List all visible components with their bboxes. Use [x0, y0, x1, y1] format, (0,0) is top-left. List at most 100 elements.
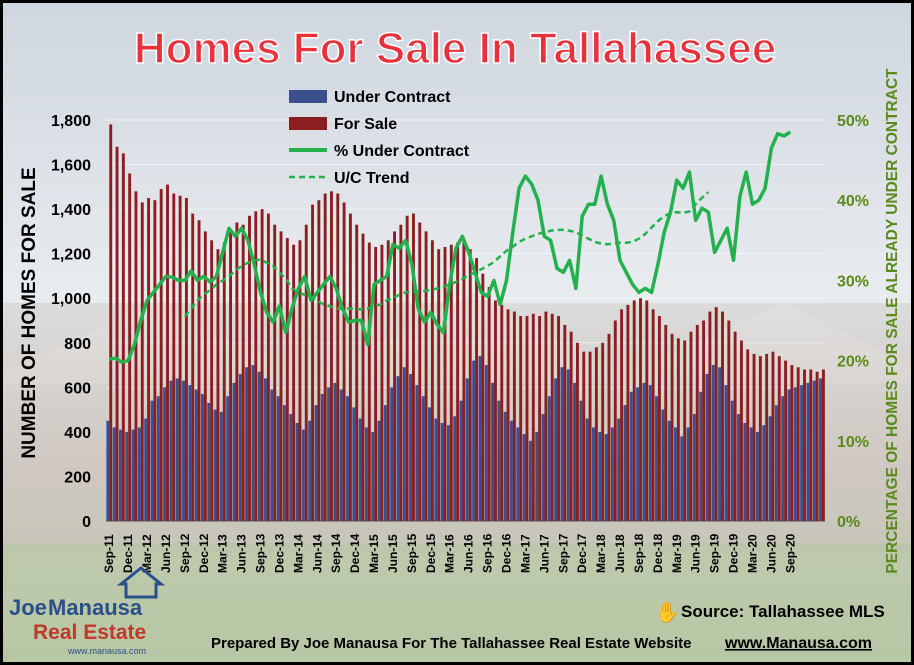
bar-under-contract: [573, 382, 576, 521]
bar-for-sale: [153, 200, 157, 521]
ground: [3, 543, 911, 662]
bar-under-contract: [150, 400, 154, 521]
bar-under-contract: [282, 405, 286, 521]
bar-under-contract: [428, 407, 431, 521]
bar-for-sale: [203, 231, 207, 521]
bar-under-contract: [516, 427, 520, 521]
logo-joe: Joe: [9, 595, 47, 620]
hand-pointer-icon: ✋: [655, 600, 680, 624]
bar-under-contract: [743, 422, 747, 521]
bar-under-contract: [692, 414, 696, 521]
bar-for-sale: [601, 342, 605, 521]
bar-for-sale: [569, 331, 573, 521]
bar-under-contract: [257, 371, 261, 521]
bar-under-contract: [219, 411, 223, 521]
bar-under-contract: [592, 427, 595, 521]
bar-for-sale: [109, 124, 113, 521]
bar-under-contract: [301, 429, 305, 521]
bar-under-contract: [188, 385, 192, 521]
bar-for-sale: [437, 249, 441, 521]
bar-under-contract: [371, 431, 375, 521]
bar-under-contract: [497, 400, 501, 521]
x-tick-label: Mar-19: [670, 534, 684, 573]
bar-for-sale: [620, 309, 624, 521]
bar-for-sale: [733, 331, 737, 521]
bar-under-contract: [118, 429, 122, 521]
bar-for-sale: [222, 242, 226, 521]
x-tick-label: Dec-16: [500, 533, 514, 573]
y-axis-ticks: 0 200 400 600 800 1,000 1,200 1,400 1,600 1,800: [51, 113, 91, 531]
y2-tick-label: 30%: [837, 273, 869, 290]
bar-for-sale: [254, 211, 258, 522]
bar-under-contract: [749, 427, 753, 521]
y-tick-label: 1,000: [51, 291, 91, 308]
bar-under-contract: [264, 378, 267, 521]
bar-for-sale: [727, 320, 731, 521]
bar-for-sale: [708, 311, 712, 521]
bar-under-contract: [806, 382, 810, 521]
bar-for-sale: [210, 240, 214, 522]
bar-under-contract: [459, 400, 463, 521]
x-tick-label: Mar-18: [594, 534, 608, 573]
bar-for-sale: [777, 356, 781, 521]
bar-under-contract: [125, 431, 129, 521]
y-tick-label: 600: [64, 380, 91, 397]
bar-under-contract: [333, 382, 337, 521]
x-tick-label: Jun-20: [764, 534, 778, 573]
bar-for-sale: [664, 324, 668, 521]
legend-label-trend: U/C Trend: [334, 170, 410, 187]
bar-for-sale: [676, 338, 680, 521]
bar-under-contract: [730, 400, 734, 521]
bar-for-sale: [348, 213, 352, 522]
bar-under-contract: [724, 385, 728, 521]
bar-for-sale: [235, 222, 239, 521]
y-tick-label: 0: [82, 514, 91, 531]
bar-for-sale: [512, 311, 516, 521]
bar-for-sale: [342, 202, 346, 521]
bar-for-sale: [367, 242, 371, 521]
bar-for-sale: [184, 197, 188, 521]
bar-under-contract: [295, 422, 299, 521]
bar-under-contract: [655, 396, 658, 521]
house-icon: [116, 566, 166, 599]
bar-for-sale: [166, 184, 169, 521]
bar-under-contract: [175, 378, 179, 521]
bar-under-contract: [352, 407, 356, 521]
bar-for-sale: [172, 193, 176, 521]
bar-for-sale: [178, 195, 182, 521]
bar-under-contract: [421, 396, 425, 521]
x-tick-label: Mar-17: [518, 534, 532, 573]
x-tick-label: Dec-14: [348, 533, 362, 573]
bar-for-sale: [544, 311, 548, 521]
series-line-uc-trend: [183, 191, 710, 318]
legend-label-pct: % Under Contract: [334, 143, 470, 160]
bar-under-contract: [251, 365, 255, 521]
x-tick-label: Jun-17: [537, 534, 551, 573]
website-link[interactable]: www.Manausa.com: [724, 635, 872, 652]
bar-for-sale: [519, 316, 523, 521]
bar-under-contract: [232, 382, 236, 521]
series-line-pct-under-contract: [108, 130, 792, 364]
bar-for-sale: [336, 193, 340, 521]
bar-for-sale: [399, 224, 403, 521]
bar-under-contract: [396, 376, 400, 521]
x-tick-label: Sep-12: [178, 533, 192, 573]
bar-under-contract: [781, 396, 785, 521]
y2-tick-label: 10%: [837, 434, 869, 451]
bar-for-sale: [266, 213, 270, 522]
x-tick-label: Jun-16: [462, 534, 476, 573]
bar-under-contract: [144, 418, 148, 521]
bar-under-contract: [528, 440, 532, 521]
bar-for-sale: [714, 307, 718, 521]
bar-under-contract: [390, 387, 394, 521]
bar-under-contract: [453, 416, 457, 521]
bar-for-sale: [273, 224, 277, 521]
bar-for-sale: [594, 347, 598, 521]
chart: Homes For Sale In Tallahassee NUMBER OF …: [3, 23, 911, 662]
x-tick-label: Jun-15: [386, 534, 400, 573]
bar-under-contract: [674, 427, 677, 521]
legend-label-for-sale: For Sale: [334, 116, 397, 133]
y2-tick-label: 20%: [837, 354, 869, 371]
bar-for-sale: [418, 222, 422, 521]
bar-under-contract: [131, 429, 135, 521]
